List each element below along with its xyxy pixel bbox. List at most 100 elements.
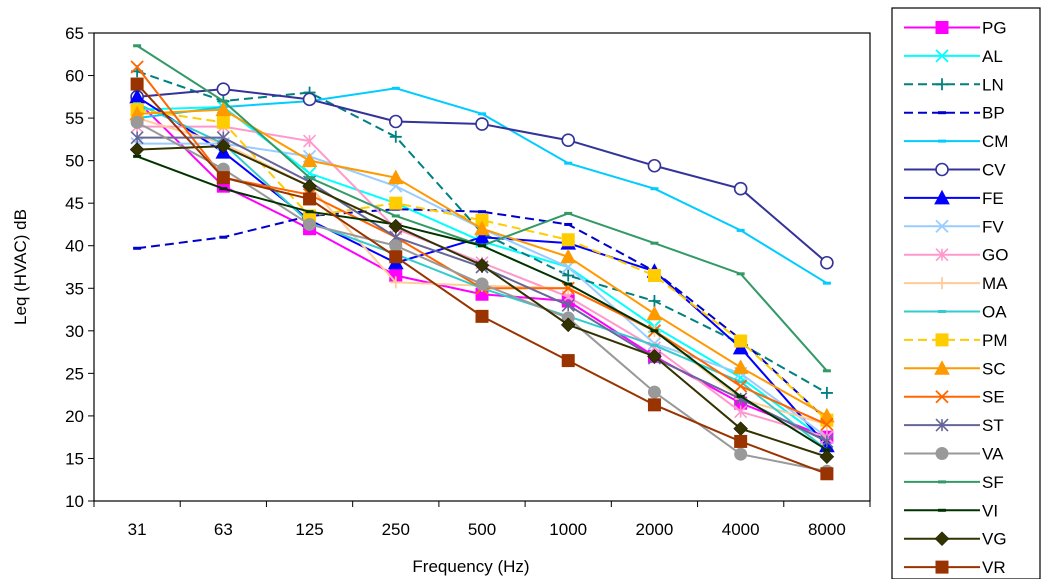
series-vr-point — [820, 467, 834, 481]
x-tick-label: 8000 — [808, 520, 846, 539]
legend-ma-swatch-point — [936, 277, 948, 290]
series-sc-point — [560, 248, 577, 264]
series-cv-point — [647, 158, 662, 173]
legend-al: AL — [904, 47, 1003, 66]
series-cm-point — [822, 281, 831, 285]
legend-cm-swatch-point — [938, 139, 946, 143]
series-sf-point — [305, 176, 314, 180]
series-vg-point — [388, 218, 404, 234]
legend-vr-swatch-point — [935, 560, 949, 574]
series-sc-point — [732, 359, 749, 374]
series-cm-point — [391, 86, 400, 90]
legend-pg-swatch-point — [935, 21, 949, 34]
legend-cv-label: CV — [982, 161, 1006, 180]
legend-sc: SC — [904, 359, 1006, 378]
series-ln-point — [562, 269, 575, 282]
series-go-point — [734, 405, 748, 419]
x-axis-label: Frequency (Hz) — [412, 557, 529, 576]
series-vr-point — [216, 171, 230, 185]
legend-cv-swatch-point — [935, 162, 949, 177]
x-tick-label: 31 — [128, 520, 147, 539]
legend-st-label: ST — [982, 416, 1004, 435]
y-tick-label: 10 — [65, 492, 84, 511]
series-vg — [129, 138, 835, 465]
legend: PG AL LN BP CM CV FE FV GO MA OA PM SC SE ST VA SF VI VG VR — [904, 19, 1008, 577]
series-vi-point — [564, 282, 573, 286]
legend-pm-label: PM — [982, 331, 1008, 350]
legend-vg-label: VG — [982, 530, 1007, 549]
series-pm-point — [734, 334, 748, 348]
series-oa-point — [650, 343, 659, 347]
series-vi-point — [478, 244, 486, 248]
y-tick-label: 20 — [65, 407, 84, 426]
series-va-point — [303, 217, 317, 231]
legend-pg: PG — [904, 19, 1007, 38]
series-vg-point — [560, 317, 576, 333]
legend-sc-swatch-point — [934, 360, 950, 375]
y-tick-label: 35 — [65, 279, 84, 298]
series-va-point — [475, 277, 489, 291]
series-ln-line — [136, 70, 828, 394]
series-ma-point — [389, 276, 402, 289]
series-st-point — [820, 434, 834, 449]
series-cv-point — [216, 82, 231, 96]
legend-st: ST — [904, 416, 1004, 435]
series-sf-point — [736, 272, 745, 276]
legend-va-label: VA — [982, 445, 1004, 464]
series-bp-point — [478, 210, 486, 214]
legend-bp-swatch-point — [938, 111, 946, 115]
series-fe-point — [474, 229, 490, 244]
legend-vi-label: VI — [982, 501, 998, 520]
series-pm-point — [647, 269, 661, 283]
x-tick-label: 250 — [382, 520, 410, 539]
legend-se-swatch-point — [935, 390, 949, 404]
legend-oa-label: OA — [982, 303, 1007, 322]
legend-fe: FE — [904, 189, 1004, 208]
y-tick-label: 30 — [65, 322, 84, 341]
y-tick-label: 60 — [65, 67, 84, 86]
legend-fe-label: FE — [982, 189, 1004, 208]
series-vg-point — [474, 257, 490, 273]
legend-go-swatch-point — [935, 248, 949, 262]
series-cv-point — [302, 92, 317, 107]
x-tick-label: 1000 — [549, 520, 587, 539]
series-vr-point — [561, 354, 575, 368]
legend-va-swatch-point — [935, 447, 949, 460]
series-cm-point — [478, 112, 486, 116]
series-vi-point — [736, 394, 745, 398]
series-bp-point — [564, 222, 573, 226]
series-layer — [129, 44, 835, 481]
legend-ln: LN — [904, 75, 1004, 94]
legend-vg-swatch-point — [934, 531, 950, 547]
legend-sf-label: SF — [982, 473, 1004, 492]
series-sc-point — [215, 101, 232, 117]
legend-pg-label: PG — [982, 19, 1007, 38]
series-cm-point — [564, 161, 573, 165]
series-ln-point — [389, 130, 402, 143]
legend-sf: SF — [904, 473, 1004, 492]
legend-oa: OA — [904, 303, 1007, 322]
series-va-point — [130, 115, 144, 129]
legend-pm: PM — [904, 331, 1008, 350]
legend-vr-label: VR — [982, 558, 1006, 577]
series-sc-point — [301, 152, 318, 168]
x-tick-label: 4000 — [722, 520, 760, 539]
series-sf-point — [564, 211, 573, 215]
series-vi-point — [650, 329, 659, 333]
series-cv-point — [561, 133, 576, 148]
legend-fv-label: FV — [982, 217, 1004, 236]
y-tick-label: 50 — [65, 152, 84, 171]
series-vg-point — [819, 449, 835, 465]
series-cm-point — [650, 187, 659, 191]
legend-fv: FV — [904, 217, 1004, 236]
legend-ma: MA — [904, 274, 1008, 293]
legend-bp-label: BP — [982, 104, 1005, 123]
x-tick-label: 125 — [295, 520, 323, 539]
series-vr-point — [303, 192, 317, 206]
series-se-point — [820, 417, 834, 432]
series-sf-point — [219, 99, 228, 103]
series-sf-point — [650, 241, 659, 245]
series-go-point — [302, 134, 317, 148]
legend-cm-label: CM — [982, 132, 1008, 151]
series-ln-point — [820, 386, 833, 399]
